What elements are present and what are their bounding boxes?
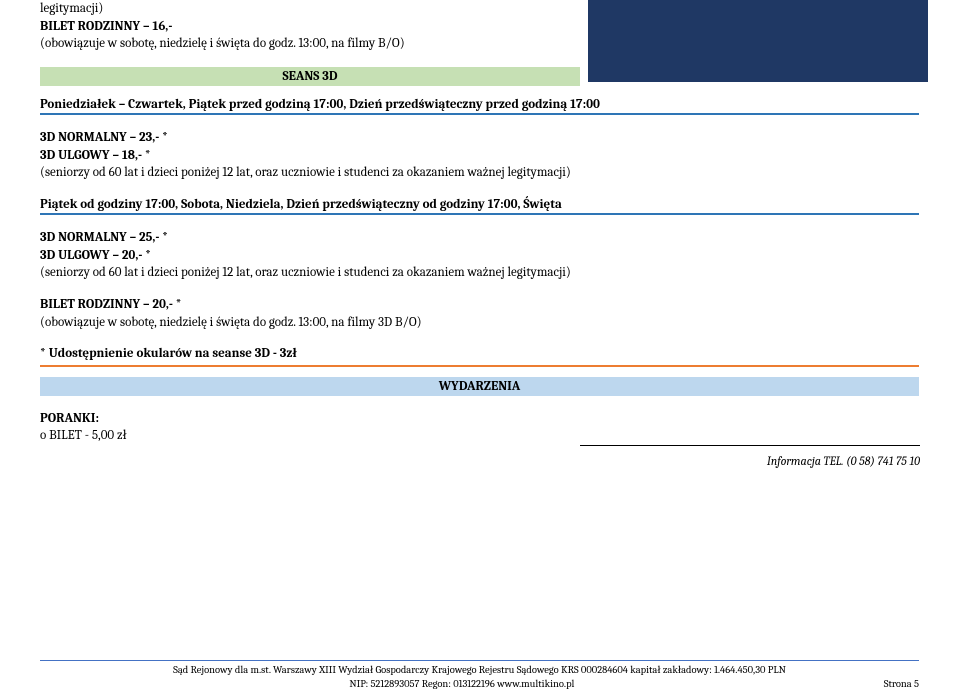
seans3d-sub2: Piątek od godziny 17:00, Sobota, Niedzie…	[40, 196, 919, 214]
wydarzenia-header: WYDARZENIA	[40, 377, 919, 396]
seans-3d-header: SEANS 3D	[40, 67, 580, 86]
bilet-rodzinny-20-desc: (obowiązuje w sobotę, niedzielę i święta…	[40, 314, 919, 332]
poranki-label: PORANKI:	[40, 410, 920, 428]
ulgowy-20: 3D ULGOWY – 20,- *	[40, 247, 919, 265]
bilet-rodzinny-16: BILET RODZINNY – 16,-	[40, 18, 580, 36]
seans3d-sub1: Poniedziałek – Czwartek, Piątek przed go…	[40, 96, 919, 114]
info-tel: Informacja TEL. (0 58) 741 75 10	[580, 454, 920, 468]
bilet-rodzinny-16-desc: (obowiązuje w sobotę, niedzielę i święta…	[40, 35, 580, 53]
blue-panel	[588, 0, 928, 82]
normalny-25: 3D NORMALNY – 25,- *	[40, 229, 919, 247]
poranki-bilet: o BILET - 5,00 zł	[40, 427, 920, 445]
ulgowy-18: 3D ULGOWY – 18,- *	[40, 147, 919, 165]
ulgowy-18-desc: (seniorzy od 60 lat i dzieci poniżej 12 …	[40, 164, 919, 182]
footer-line1: Sąd Rejonowy dla m.st. Warszawy XIII Wyd…	[40, 664, 919, 678]
ulgowy-20-desc: (seniorzy od 60 lat i dzieci poniżej 12 …	[40, 264, 919, 282]
legitymacji-cont: legitymacji)	[40, 0, 580, 18]
page-footer: Sąd Rejonowy dla m.st. Warszawy XIII Wyd…	[40, 660, 919, 690]
footer-mid: NIP: 5212893057 Regon: 013122196 www.mul…	[349, 678, 574, 690]
bilet-rodzinny-20: BILET RODZINNY – 20,- *	[40, 296, 919, 314]
normalny-23: 3D NORMALNY – 23,- *	[40, 129, 919, 147]
okulary-note: * Udostępnienie okularów na seanse 3D - …	[40, 345, 919, 363]
footer-right: Strona 5	[884, 678, 919, 690]
